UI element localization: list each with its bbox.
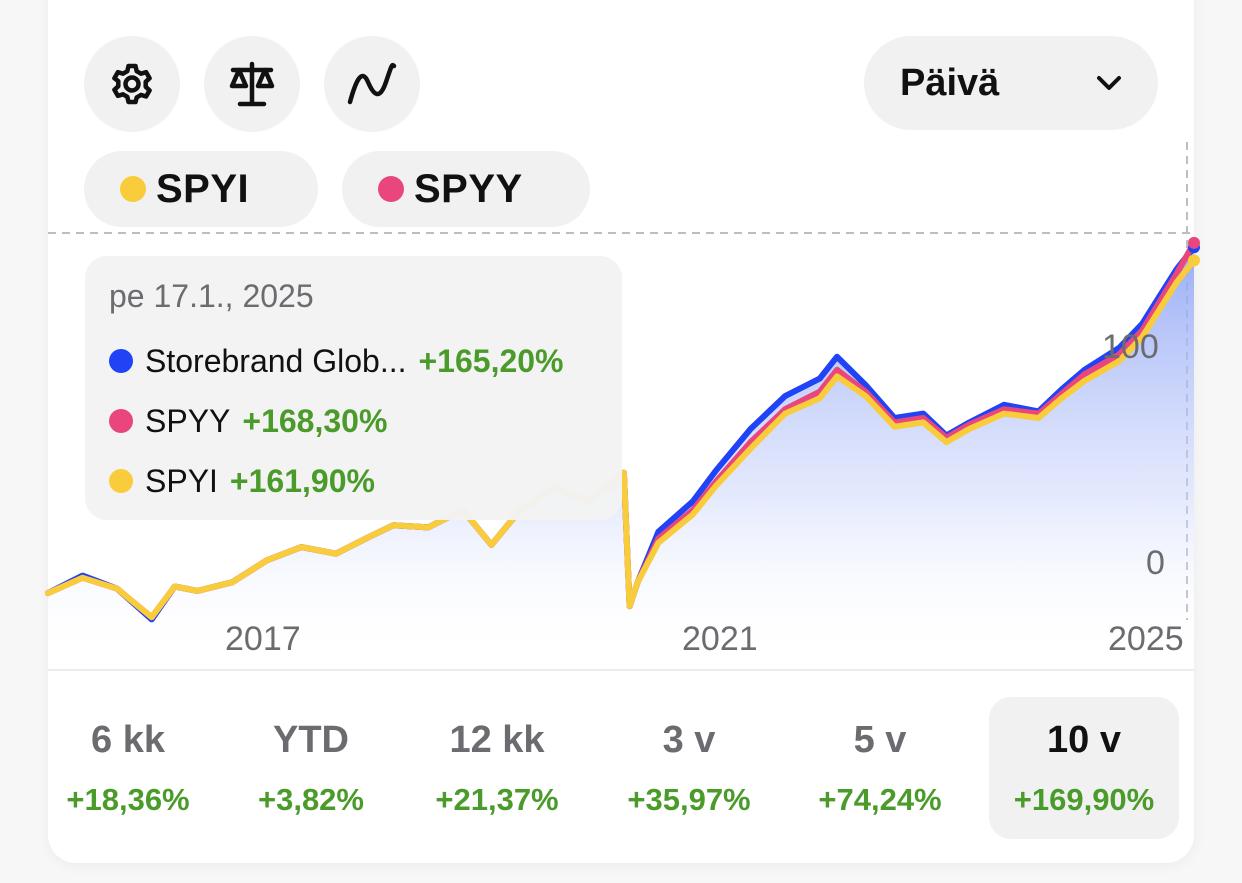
tooltip-series-name: SPYI bbox=[145, 462, 218, 499]
period-label: 6 kk bbox=[91, 719, 165, 761]
settings-icon bbox=[112, 63, 152, 105]
x-tick-2025: 2025 bbox=[1108, 620, 1184, 658]
area-fill bbox=[48, 247, 1194, 660]
period-tabs: 6 kk +18,36% YTD +3,82% 12 kk +21,37% 3 … bbox=[48, 697, 1194, 839]
chevron-down-icon bbox=[1097, 76, 1121, 90]
series-chip-spyy[interactable]: SPYY bbox=[342, 151, 590, 227]
end-marker bbox=[1188, 254, 1200, 267]
period-label: 12 kk bbox=[449, 719, 545, 761]
period-return: +3,82% bbox=[257, 782, 364, 817]
period-return: +35,97% bbox=[627, 782, 751, 817]
settings-button[interactable] bbox=[84, 36, 180, 132]
spyi-dot bbox=[120, 176, 146, 202]
end-marker bbox=[1188, 236, 1200, 249]
tooltip-series-value: +168,30% bbox=[242, 402, 388, 439]
divider bbox=[48, 669, 1194, 671]
compare-icon bbox=[229, 61, 275, 107]
period-label: 5 v bbox=[853, 719, 907, 761]
period-tab-3v[interactable]: 3 v +35,97% bbox=[594, 697, 784, 839]
tooltip-series-value: +161,90% bbox=[229, 462, 375, 499]
x-tick-2021: 2021 bbox=[682, 620, 758, 658]
period-label: 10 v bbox=[1047, 719, 1121, 761]
period-tab-10v[interactable]: 10 v +169,90% bbox=[989, 697, 1179, 839]
series-chip-label: SPYI bbox=[156, 166, 250, 211]
tooltip-series-name: SPYY bbox=[145, 402, 231, 439]
series-chip-spyi[interactable]: SPYI bbox=[84, 151, 318, 227]
period-select-label: Päivä bbox=[900, 61, 1000, 104]
period-select[interactable]: Päivä bbox=[864, 36, 1158, 130]
period-return: +21,37% bbox=[435, 782, 559, 817]
spyy-dot bbox=[378, 176, 404, 202]
period-tab-12kk[interactable]: 12 kk +21,37% bbox=[402, 697, 592, 839]
tooltip-row: SPYY +168,30% bbox=[109, 391, 598, 451]
period-tab-ytd[interactable]: YTD +3,82% bbox=[216, 697, 406, 839]
spyi-dot bbox=[109, 469, 133, 493]
tooltip-row: Storebrand Glob... +165,20% bbox=[109, 331, 598, 391]
tooltip-date: pe 17.1., 2025 bbox=[109, 278, 314, 314]
series-chip-label: SPYY bbox=[414, 166, 523, 211]
chart-tooltip: pe 17.1., 2025 Storebrand Glob... +165,2… bbox=[85, 256, 622, 520]
y-tick-100: 100 bbox=[1102, 328, 1159, 366]
x-tick-2017: 2017 bbox=[225, 620, 301, 658]
tooltip-series-value: +165,20% bbox=[418, 342, 564, 379]
line-chart-button[interactable] bbox=[324, 36, 420, 132]
period-label: YTD bbox=[273, 719, 349, 761]
period-return: +18,36% bbox=[66, 782, 190, 817]
period-tab-6kk[interactable]: 6 kk +18,36% bbox=[33, 697, 223, 839]
tooltip-row: SPYI +161,90% bbox=[109, 451, 598, 511]
period-return: +74,24% bbox=[818, 782, 942, 817]
y-tick-0: 0 bbox=[1146, 544, 1165, 582]
spyy-dot bbox=[109, 409, 133, 433]
line-spyi bbox=[45, 257, 1197, 621]
period-return: +169,90% bbox=[1013, 782, 1155, 817]
line-chart-icon bbox=[347, 62, 397, 105]
storebrand-dot bbox=[109, 349, 133, 373]
compare-button[interactable] bbox=[204, 36, 300, 132]
tooltip-series-name: Storebrand Glob... bbox=[145, 342, 407, 379]
period-tab-5v[interactable]: 5 v +74,24% bbox=[785, 697, 975, 839]
period-label: 3 v bbox=[662, 719, 716, 761]
